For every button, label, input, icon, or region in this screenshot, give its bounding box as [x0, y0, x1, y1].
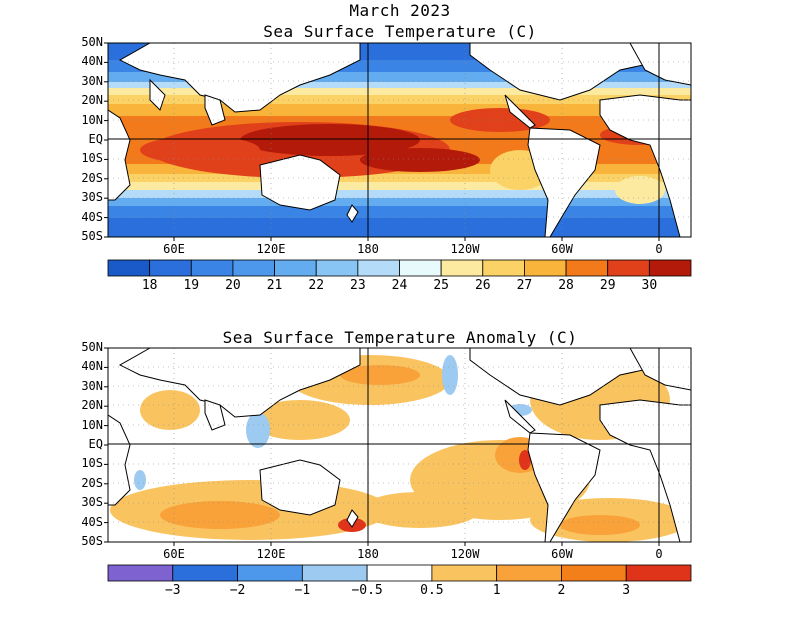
lat-label: 30S — [81, 495, 103, 510]
lat-label: 10S — [81, 151, 103, 166]
lat-label: 30S — [81, 190, 103, 205]
colorbar-label: 28 — [558, 278, 574, 293]
colorbar-label: 3 — [622, 583, 631, 598]
colorbar-swatch — [190, 259, 234, 277]
colorbar-swatch — [301, 564, 368, 582]
colorbar-label: 26 — [474, 278, 491, 293]
anomaly-map — [108, 348, 691, 542]
lon-label: 180 — [357, 547, 379, 561]
colorbar-label: 29 — [599, 278, 616, 293]
lon-label: 60W — [551, 242, 573, 256]
lat-label: 40S — [81, 514, 103, 529]
lon-label: 120E — [256, 242, 286, 256]
colorbar-swatch — [366, 564, 433, 582]
lat-label: 10N — [81, 112, 103, 127]
colorbar-label: 19 — [183, 278, 200, 293]
colorbar-label: 21 — [266, 278, 283, 293]
anomaly-colorbar — [107, 564, 692, 582]
colorbar-label: 27 — [516, 278, 533, 293]
colorbar-swatch — [440, 259, 484, 277]
lat-label: 50S — [81, 229, 103, 243]
sst-colorbar — [107, 259, 692, 277]
lat-label: 10N — [81, 417, 103, 432]
colorbar-label: 1 — [492, 583, 501, 598]
lat-label: 50N — [81, 340, 103, 354]
colorbar-label: 20 — [225, 278, 241, 293]
colorbar-swatch — [149, 259, 192, 277]
colorbar-swatch — [107, 259, 151, 277]
lat-label: 40N — [81, 54, 103, 69]
colorbar-swatch — [565, 259, 609, 277]
colorbar-swatch — [625, 564, 692, 582]
lat-label: 10S — [81, 456, 103, 471]
lat-label: 40N — [81, 359, 103, 374]
lon-label: 60E — [163, 547, 185, 561]
colorbar-label: 2 — [557, 583, 566, 598]
colorbar-swatch — [524, 259, 567, 277]
lon-label: 60W — [551, 547, 573, 561]
lon-label: 120W — [450, 242, 480, 256]
colorbar-swatch — [607, 259, 650, 277]
colorbar-label: −3 — [164, 583, 181, 598]
lat-label: 20N — [81, 398, 103, 413]
lat-label: EQ — [88, 437, 103, 451]
colorbar-label: 25 — [433, 278, 449, 293]
sst-map — [108, 43, 691, 237]
colorbar-swatch — [232, 259, 275, 277]
anomaly-map-title: Sea Surface Temperature Anomaly (C) — [222, 328, 578, 347]
lat-label: 50N — [81, 35, 103, 49]
colorbar-label: 30 — [641, 278, 658, 293]
colorbar-swatch — [561, 564, 627, 582]
colorbar-swatch — [172, 564, 238, 582]
colorbar-swatch — [237, 564, 303, 582]
lat-label: 20S — [81, 170, 103, 185]
lon-label: 0 — [655, 547, 663, 561]
colorbar-label: −2 — [229, 583, 246, 598]
lat-label: 20S — [81, 475, 103, 490]
main-title: March 2023 — [349, 1, 451, 20]
colorbar-label: 18 — [141, 278, 158, 293]
sst-map-title: Sea Surface Temperature (C) — [263, 22, 537, 41]
colorbar-swatch — [431, 564, 498, 582]
colorbar-label: 24 — [391, 278, 408, 293]
lon-label: 120E — [256, 547, 286, 561]
lon-label: 120W — [450, 547, 480, 561]
colorbar-label: 22 — [308, 278, 325, 293]
colorbar-swatch — [315, 259, 359, 277]
colorbar-swatch — [482, 259, 525, 277]
colorbar-swatch — [399, 259, 442, 277]
colorbar-label: −1 — [294, 583, 311, 598]
colorbar-swatch — [357, 259, 400, 277]
colorbar-swatch — [107, 564, 174, 582]
colorbar-swatch — [648, 259, 692, 277]
lat-label: 50S — [81, 534, 103, 548]
lon-label: 0 — [655, 242, 663, 256]
lat-label: 30N — [81, 73, 103, 88]
colorbar-label: −0.5 — [351, 583, 383, 598]
lon-label: 60E — [163, 242, 185, 256]
colorbar-label: 23 — [350, 278, 366, 293]
colorbar-label: 0.5 — [420, 583, 444, 598]
lat-label: 30N — [81, 378, 103, 393]
lat-label: EQ — [88, 132, 103, 146]
lat-label: 20N — [81, 93, 103, 108]
lon-label: 180 — [357, 242, 379, 256]
colorbar-swatch — [496, 564, 562, 582]
colorbar-swatch — [274, 259, 317, 277]
lat-label: 40S — [81, 209, 103, 224]
